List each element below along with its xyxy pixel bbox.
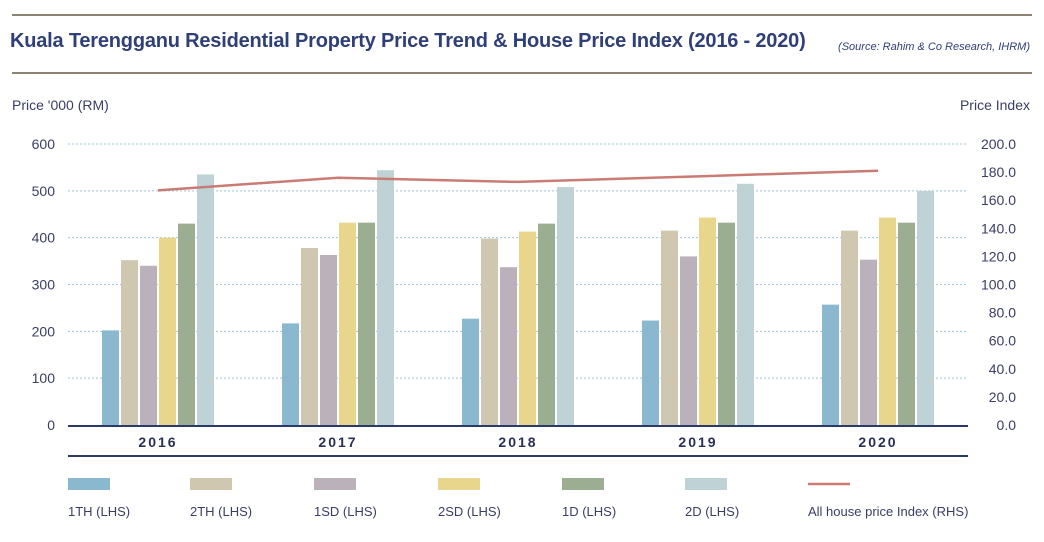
legend-item: 1TH (LHS)	[68, 478, 130, 519]
bar-2sd-2019	[699, 217, 716, 425]
y-tick-label: 600	[32, 136, 56, 152]
bar-1sd-2020	[860, 259, 877, 425]
bar-1th-2019	[642, 320, 659, 425]
bar-2sd-2018	[519, 231, 536, 425]
legend-label: 1D (LHS)	[562, 504, 616, 519]
bars	[102, 170, 934, 425]
bar-2sd-2016	[159, 237, 176, 425]
y-tick-label: 0	[47, 417, 55, 433]
x-tick-label: 2017	[318, 434, 357, 450]
bar-2d-2017	[377, 170, 394, 425]
source-note: (Source: Rahim & Co Research, IHRM)	[838, 41, 1030, 53]
y-tick-label: 500	[32, 183, 56, 199]
legend-label: 2SD (LHS)	[438, 504, 501, 519]
bar-1th-2018	[462, 318, 479, 425]
bar-2th-2020	[841, 230, 858, 425]
legend-item: All house price Index (RHS)	[808, 482, 968, 519]
bar-2th-2017	[301, 247, 318, 425]
bar-1sd-2017	[320, 254, 337, 425]
bar-1th-2020	[822, 304, 839, 425]
y2-tick-label: 120.0	[981, 248, 1016, 264]
y2-tick-label: 40.0	[989, 361, 1016, 377]
y2-tick-label: 160.0	[981, 192, 1016, 208]
bar-2sd-2020	[879, 217, 896, 425]
legend-swatch	[68, 478, 110, 490]
y2-axis-label: Price Index	[960, 97, 1030, 113]
bar-2d-2019	[737, 183, 754, 425]
y2-tick-label: 0.0	[997, 417, 1017, 433]
legend-swatch	[438, 478, 480, 490]
bar-2sd-2017	[339, 222, 356, 425]
y2-tick-label: 60.0	[989, 333, 1016, 349]
bar-2th-2019	[661, 230, 678, 425]
legend-item: 2TH (LHS)	[190, 478, 252, 519]
legend-swatch	[562, 478, 604, 490]
x-tick-label: 2020	[858, 434, 897, 450]
legend-swatch	[685, 478, 727, 490]
bar-2th-2018	[481, 238, 498, 425]
legend-swatch	[314, 478, 356, 490]
y2-tick-label: 80.0	[989, 305, 1016, 321]
legend-label: 2TH (LHS)	[190, 504, 252, 519]
bar-2d-2018	[557, 187, 574, 425]
top-divider	[12, 14, 1032, 16]
legend-label: 2D (LHS)	[685, 504, 739, 519]
y-axis-ticks: 0 100 200 300 400 500 600	[32, 136, 56, 433]
y-tick-label: 100	[32, 370, 56, 386]
x-axis-ticks: 2016 2017 2018 2019 2020	[138, 434, 897, 450]
legend-item: 1D (LHS)	[562, 478, 616, 519]
bar-1th-2016	[102, 330, 119, 425]
y-tick-label: 200	[32, 323, 56, 339]
bar-1th-2017	[282, 323, 299, 425]
x-axis	[68, 425, 968, 457]
y2-tick-label: 140.0	[981, 220, 1016, 236]
gridlines	[68, 143, 968, 379]
legend-label: All house price Index (RHS)	[808, 504, 968, 519]
bar-1sd-2019	[680, 256, 697, 425]
x-tick-label: 2018	[498, 434, 537, 450]
y-axis-label: Price '000 (RM)	[12, 97, 109, 113]
legend-label: 1TH (LHS)	[68, 504, 130, 519]
header-divider	[12, 72, 1032, 74]
legend: 1TH (LHS) 2TH (LHS) 1SD (LHS) 2SD (LHS) 1D (…	[68, 478, 968, 519]
y2-tick-label: 20.0	[989, 389, 1016, 405]
legend-item: 2D (LHS)	[685, 478, 739, 519]
y-tick-label: 300	[32, 277, 56, 293]
bar-1d-2016	[178, 223, 195, 425]
bar-1d-2020	[898, 222, 915, 425]
bar-1d-2017	[358, 222, 375, 425]
y2-tick-label: 180.0	[981, 164, 1016, 180]
index-line-path	[157, 169, 879, 192]
y-tick-label: 400	[32, 230, 56, 246]
bar-2d-2020	[917, 190, 934, 425]
x-tick-label: 2016	[138, 434, 177, 450]
y2-tick-label: 200.0	[981, 136, 1016, 152]
bar-2th-2016	[121, 260, 138, 425]
legend-swatch	[190, 478, 232, 490]
x-tick-label: 2019	[678, 434, 717, 450]
bar-1d-2019	[718, 222, 735, 425]
bar-1sd-2018	[500, 267, 517, 425]
y2-axis-ticks: 0.0 20.0 40.0 60.0 80.0 100.0 120.0 140.0 160.0 1…	[981, 136, 1016, 433]
index-line	[157, 169, 879, 192]
bar-1sd-2016	[140, 265, 157, 425]
bar-2d-2016	[197, 174, 214, 425]
chart-title: Kuala Terengganu Residential Property Pr…	[10, 30, 806, 52]
legend-item: 1SD (LHS)	[314, 478, 377, 519]
y2-tick-label: 100.0	[981, 277, 1016, 293]
bar-1d-2018	[538, 223, 555, 425]
legend-item: 2SD (LHS)	[438, 478, 501, 519]
legend-label: 1SD (LHS)	[314, 504, 377, 519]
